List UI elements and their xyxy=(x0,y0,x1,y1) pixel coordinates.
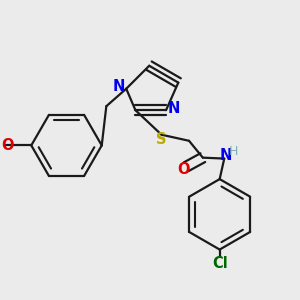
Text: N: N xyxy=(167,101,180,116)
Text: O: O xyxy=(177,162,190,177)
Text: S: S xyxy=(156,132,167,147)
Text: N: N xyxy=(220,148,232,163)
Text: N: N xyxy=(112,79,125,94)
Text: H: H xyxy=(229,145,238,158)
Text: Cl: Cl xyxy=(212,256,227,271)
Text: O: O xyxy=(1,138,13,153)
